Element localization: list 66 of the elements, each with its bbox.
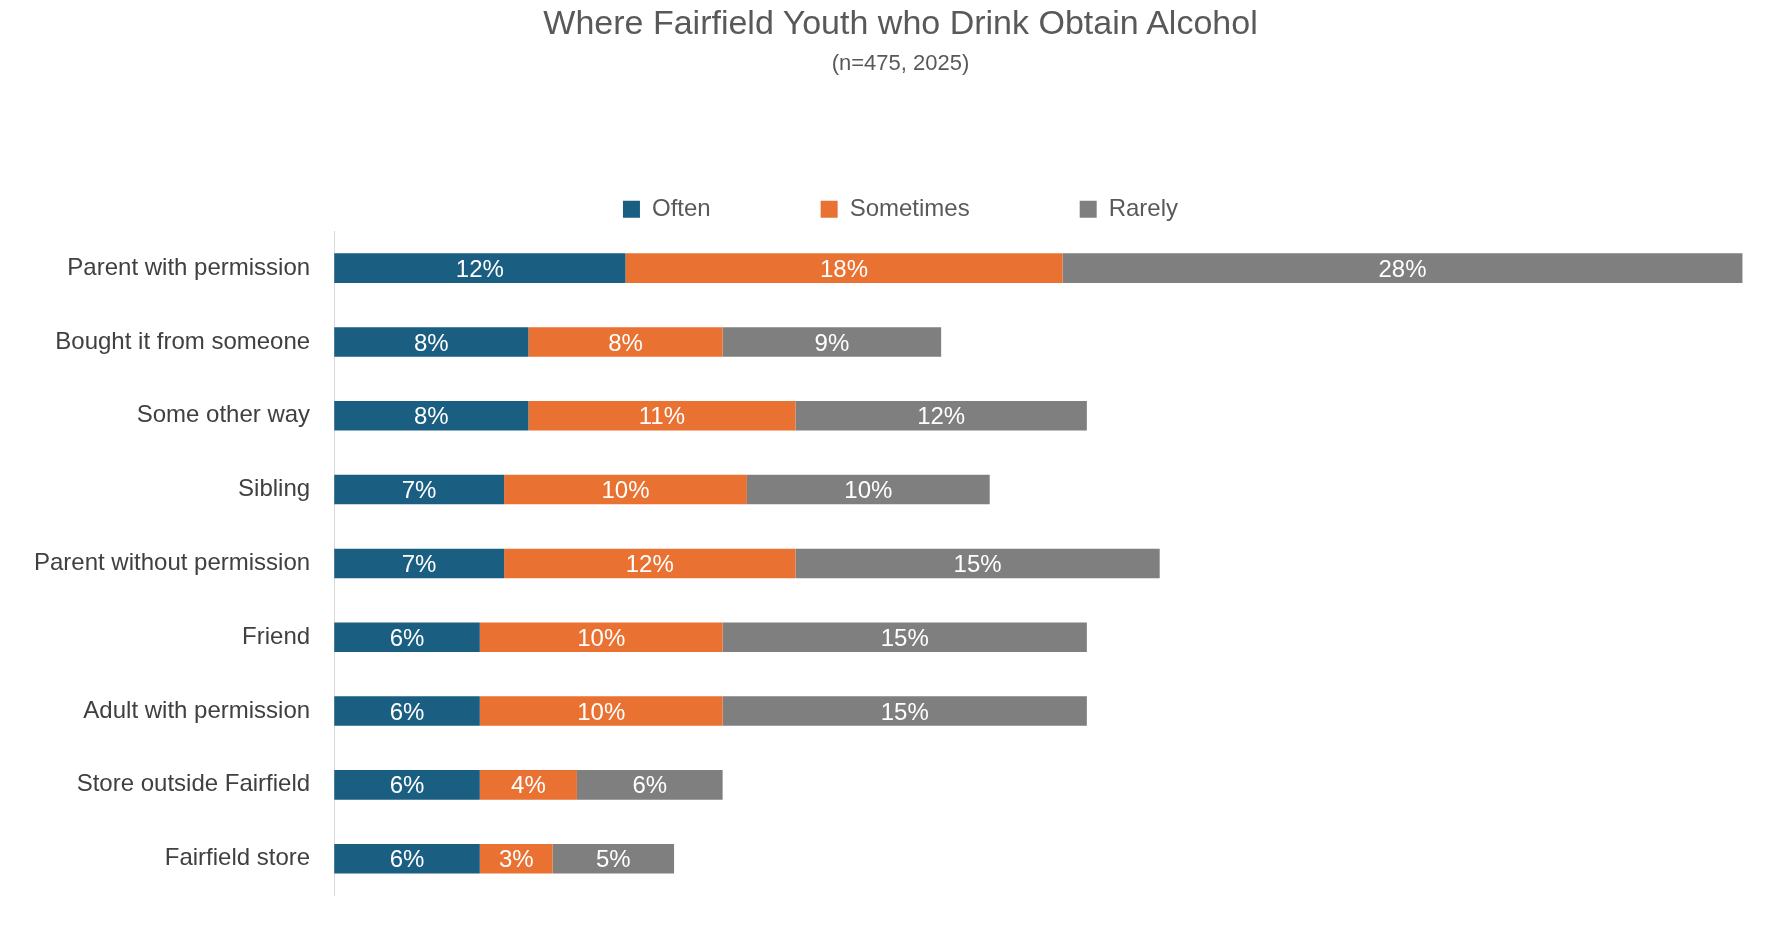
data-label: 15%	[880, 697, 929, 725]
data-label: 10%	[577, 697, 626, 725]
data-label: 12%	[625, 550, 674, 578]
data-label: 15%	[880, 623, 929, 651]
data-label: 8%	[608, 328, 643, 356]
y-tick-label: Parent without permission	[33, 548, 311, 576]
data-label: 12%	[455, 254, 504, 282]
y-tick-label: Sibling	[238, 474, 311, 502]
data-label: 7%	[401, 550, 437, 578]
data-label: 5%	[596, 845, 631, 873]
data-label: 9%	[814, 328, 850, 356]
y-tick-label: Bought it from someone	[55, 326, 311, 354]
data-label: 8%	[413, 402, 449, 430]
bar	[528, 400, 796, 431]
data-label: 6%	[389, 697, 425, 725]
y-tick-label: Fairfield store	[164, 843, 311, 871]
bar	[795, 400, 1087, 431]
y-tick-label: Friend	[242, 621, 311, 649]
bar	[334, 548, 505, 579]
y-tick-label: Store outside Fairfield	[76, 769, 311, 797]
y-tick-label: Some other way	[136, 400, 311, 428]
bar	[722, 327, 942, 357]
bar	[334, 253, 626, 283]
bar	[334, 400, 529, 431]
bar	[795, 548, 1160, 579]
bar	[504, 548, 796, 579]
data-label: 15%	[953, 550, 1002, 578]
bar	[334, 622, 480, 652]
bar	[479, 622, 723, 652]
data-label: 8%	[413, 328, 449, 356]
chart-title: Where Fairfield Youth who Drink Obtain Alcohol	[543, 2, 1258, 41]
chart-subtitle: (n=475, 2025)	[831, 50, 970, 76]
bar	[625, 253, 1063, 283]
data-label: 28%	[1378, 254, 1427, 282]
bar	[1062, 253, 1743, 283]
bar	[334, 696, 480, 726]
y-tick-label: Adult with permission	[83, 695, 311, 723]
data-label: 10%	[844, 476, 893, 504]
legend-label: Sometimes	[849, 193, 970, 221]
data-label: 6%	[389, 623, 425, 651]
bar	[334, 327, 529, 357]
bar	[746, 474, 990, 505]
data-label: 6%	[632, 771, 668, 799]
data-label: 18%	[820, 254, 869, 282]
data-label: 7%	[401, 476, 437, 504]
data-label: 6%	[389, 771, 425, 799]
bar	[576, 770, 723, 800]
bar	[479, 696, 723, 726]
data-label: 12%	[917, 402, 966, 430]
bar	[528, 327, 723, 357]
data-label: 6%	[389, 845, 425, 873]
bar	[722, 622, 1087, 652]
bar	[334, 843, 480, 874]
bar	[334, 770, 480, 800]
data-label: 3%	[498, 845, 534, 873]
legend-label: Often	[651, 193, 711, 221]
bar	[334, 474, 505, 505]
data-label: 10%	[601, 476, 650, 504]
data-label: 11%	[638, 402, 686, 430]
bar	[479, 770, 577, 800]
y-tick-label: Parent with permission	[67, 252, 311, 280]
data-label: 4%	[511, 771, 546, 799]
legend-label: Rarely	[1108, 193, 1179, 221]
bar	[722, 696, 1087, 726]
bar	[504, 474, 747, 505]
data-label: 10%	[577, 623, 626, 651]
